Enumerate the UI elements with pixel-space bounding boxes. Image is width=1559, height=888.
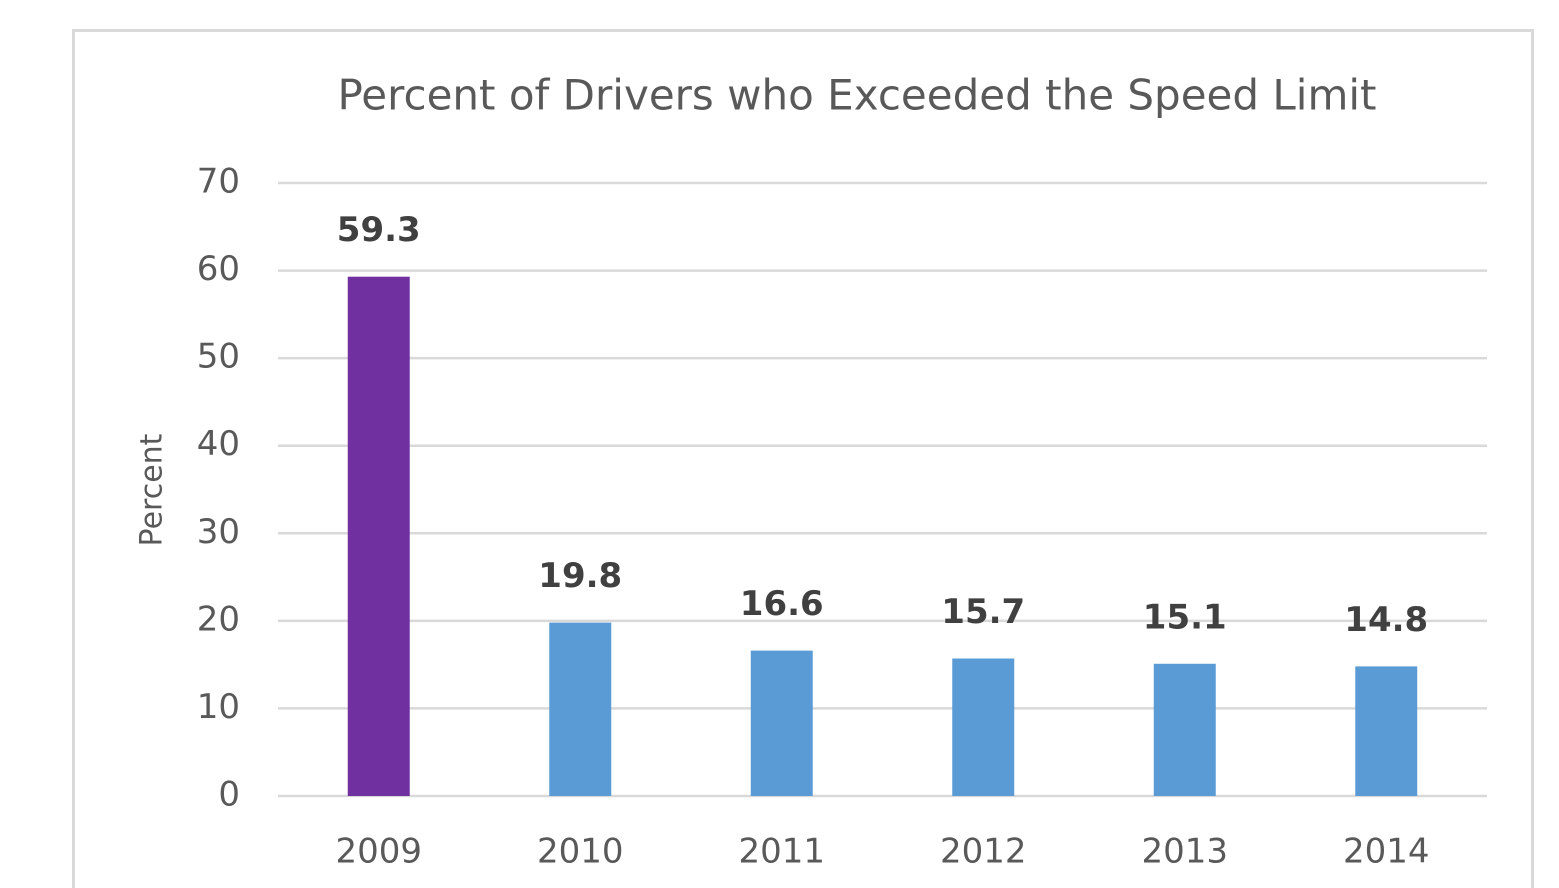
y-tick-label: 30 [197,512,240,552]
y-tick-label: 20 [197,599,240,639]
x-tick-label: 2013 [1141,832,1228,872]
bar [1153,663,1216,796]
data-label: 59.3 [337,210,421,250]
data-label: 15.1 [1143,597,1227,637]
y-axis-title: Percent [135,433,170,546]
data-label: 19.8 [538,556,622,596]
x-tick-label: 2012 [940,832,1027,872]
x-tick-label: 2009 [335,832,422,872]
bar [750,650,813,796]
y-tick-label: 60 [197,249,240,289]
data-label: 15.7 [941,592,1025,632]
bar [347,276,410,796]
y-tick-label: 40 [197,424,240,464]
x-tick-label: 2011 [738,832,825,872]
y-tick-label: 50 [197,337,240,377]
bar [952,658,1015,796]
data-label: 16.6 [740,584,824,624]
y-tick-label: 0 [218,775,240,815]
bar [549,622,612,796]
data-label: 14.8 [1344,600,1428,640]
x-tick-label: 2014 [1343,832,1430,872]
x-tick-label: 2010 [537,832,624,872]
y-tick-label: 10 [197,687,240,727]
y-tick-label: 70 [197,162,240,202]
bar [1355,666,1418,796]
chart-border [72,29,1534,888]
chart-title: Percent of Drivers who Exceeded the Spee… [337,71,1376,120]
